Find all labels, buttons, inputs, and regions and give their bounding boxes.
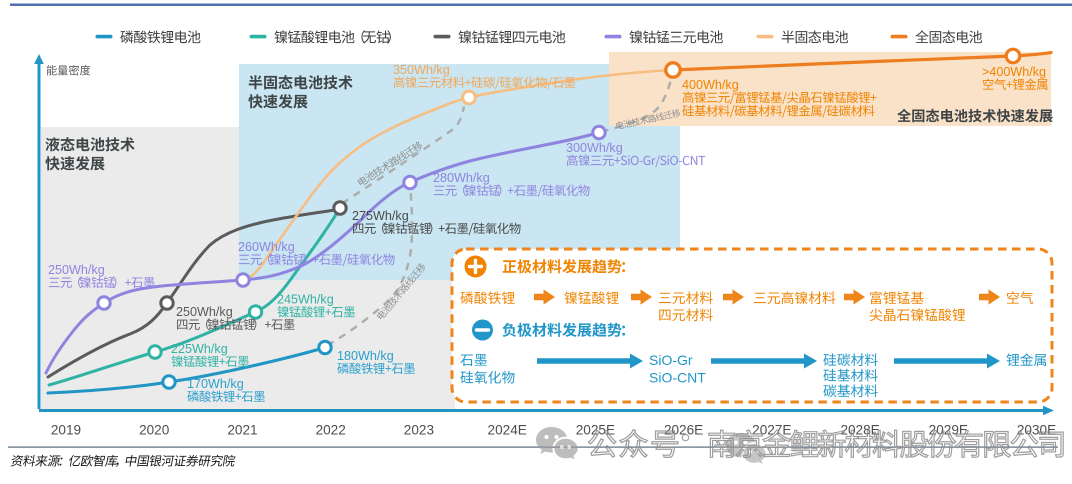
svg-text:400Wh/kg: 400Wh/kg — [682, 78, 739, 92]
svg-text:SiO-Gr: SiO-Gr — [649, 352, 693, 368]
svg-text:2019: 2019 — [51, 423, 81, 438]
svg-text:2030E: 2030E — [1017, 423, 1056, 438]
svg-text:2028E: 2028E — [840, 423, 879, 438]
svg-text:225Wh/kg: 225Wh/kg — [171, 342, 228, 356]
svg-text:260Wh/kg: 260Wh/kg — [238, 240, 295, 254]
svg-text:2023: 2023 — [404, 423, 434, 438]
svg-text:>400Wh/kg: >400Wh/kg — [982, 65, 1046, 79]
svg-text:2025E: 2025E — [576, 423, 615, 438]
svg-text:2021: 2021 — [227, 423, 257, 438]
svg-text:250Wh/kg: 250Wh/kg — [176, 305, 233, 319]
svg-text:2026E: 2026E — [664, 423, 703, 438]
svg-text:170Wh/kg: 170Wh/kg — [187, 377, 244, 391]
svg-text:2024E: 2024E — [488, 423, 527, 438]
svg-text:2020: 2020 — [139, 423, 170, 438]
svg-text:280Wh/kg: 280Wh/kg — [433, 171, 490, 185]
svg-text:300Wh/kg: 300Wh/kg — [566, 141, 623, 155]
svg-text:245Wh/kg: 245Wh/kg — [277, 293, 334, 307]
svg-text:250Wh/kg: 250Wh/kg — [48, 263, 105, 277]
svg-text:SiO-CNT: SiO-CNT — [649, 370, 706, 386]
svg-text:2022: 2022 — [316, 423, 346, 438]
svg-text:275Wh/kg: 275Wh/kg — [352, 209, 409, 223]
svg-text:350Wh/kg: 350Wh/kg — [393, 63, 450, 77]
svg-text:180Wh/kg: 180Wh/kg — [337, 349, 394, 363]
